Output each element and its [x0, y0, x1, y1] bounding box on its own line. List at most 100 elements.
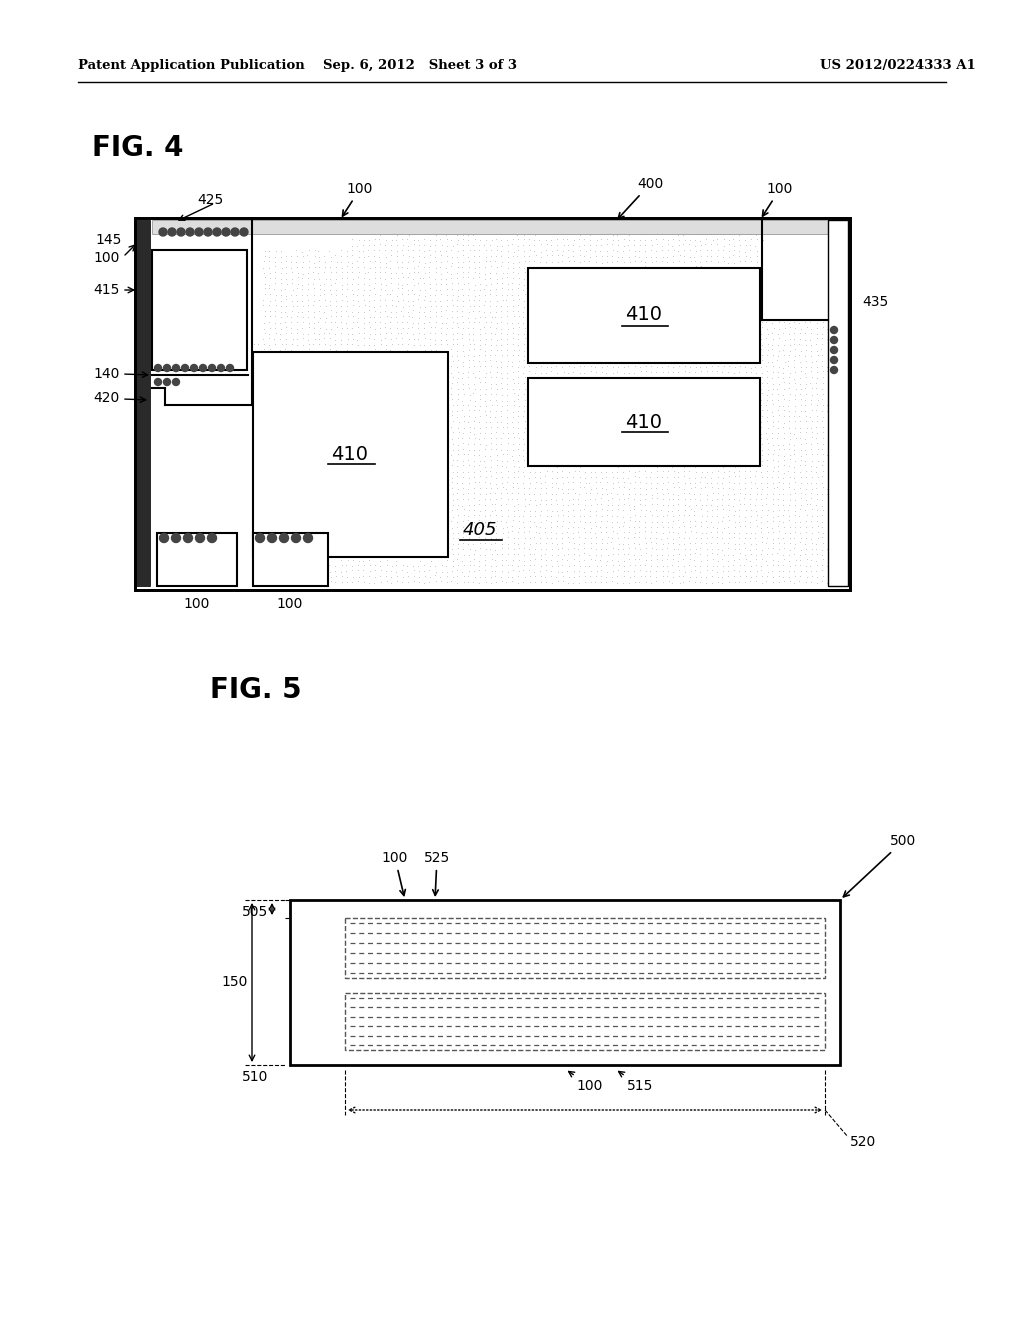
Point	[471, 527, 487, 548]
Point	[688, 462, 705, 483]
Point	[481, 284, 498, 305]
Point	[593, 455, 609, 477]
Point	[814, 383, 830, 404]
Point	[622, 213, 638, 234]
Point	[609, 499, 626, 520]
Point	[664, 235, 680, 256]
Point	[676, 251, 692, 272]
Point	[449, 341, 465, 362]
Point	[741, 223, 758, 244]
Circle shape	[830, 356, 838, 363]
Point	[494, 351, 510, 372]
Point	[633, 565, 649, 586]
Point	[736, 544, 753, 565]
Point	[487, 467, 504, 488]
Point	[450, 573, 466, 594]
Point	[687, 477, 703, 498]
Point	[676, 219, 692, 240]
Point	[378, 228, 394, 249]
Point	[449, 466, 465, 487]
Point	[644, 234, 660, 255]
Point	[461, 301, 477, 322]
Point	[575, 356, 592, 378]
Point	[544, 561, 560, 582]
Point	[471, 550, 487, 572]
Point	[260, 294, 276, 315]
Point	[500, 273, 516, 294]
Point	[808, 405, 824, 426]
Point	[500, 223, 516, 244]
Circle shape	[172, 364, 179, 371]
Point	[494, 554, 510, 576]
Point	[516, 213, 532, 234]
Point	[731, 368, 748, 389]
Point	[284, 273, 300, 294]
Point	[742, 499, 759, 520]
Point	[792, 499, 808, 520]
Point	[289, 312, 305, 333]
Point	[246, 341, 262, 362]
Point	[444, 350, 461, 371]
Point	[350, 317, 367, 338]
Point	[631, 461, 647, 482]
Point	[471, 494, 487, 515]
Point	[455, 532, 471, 553]
Point	[780, 323, 797, 345]
Point	[260, 327, 276, 348]
Point	[686, 504, 702, 525]
Point	[649, 506, 666, 527]
Point	[477, 434, 494, 455]
Point	[780, 405, 797, 426]
Point	[311, 296, 328, 317]
Point	[627, 549, 643, 570]
Point	[648, 234, 665, 255]
Point	[306, 284, 323, 305]
Point	[627, 240, 643, 261]
Point	[785, 444, 802, 465]
Point	[754, 350, 770, 371]
Point	[305, 313, 322, 334]
Circle shape	[830, 326, 838, 334]
Point	[665, 362, 681, 383]
Point	[808, 473, 824, 494]
Point	[461, 545, 477, 566]
Point	[659, 211, 676, 232]
Point	[759, 466, 775, 487]
Point	[792, 333, 808, 354]
Point	[506, 544, 522, 565]
Point	[730, 539, 746, 560]
Point	[454, 301, 470, 322]
Point	[787, 482, 804, 503]
Point	[510, 483, 526, 504]
Point	[384, 294, 400, 315]
Point	[382, 339, 398, 360]
Point	[456, 466, 472, 487]
Point	[765, 345, 781, 366]
Point	[433, 252, 450, 273]
Point	[461, 495, 477, 516]
Point	[377, 268, 393, 289]
Point	[792, 327, 808, 348]
Point	[643, 549, 659, 570]
Point	[444, 506, 461, 527]
Point	[471, 345, 487, 366]
Point	[389, 334, 406, 355]
Point	[455, 374, 471, 395]
Point	[649, 488, 666, 510]
Point	[449, 329, 465, 350]
Point	[677, 495, 693, 516]
Point	[720, 252, 736, 273]
Point	[802, 494, 818, 515]
Point	[515, 450, 531, 471]
Point	[819, 318, 836, 339]
Point	[262, 338, 279, 359]
Point	[290, 273, 306, 294]
Point	[266, 329, 283, 350]
Point	[599, 234, 615, 255]
Point	[534, 242, 550, 263]
Point	[460, 224, 476, 246]
Point	[515, 341, 531, 362]
Point	[455, 284, 471, 305]
Point	[627, 466, 643, 487]
Point	[310, 312, 327, 333]
